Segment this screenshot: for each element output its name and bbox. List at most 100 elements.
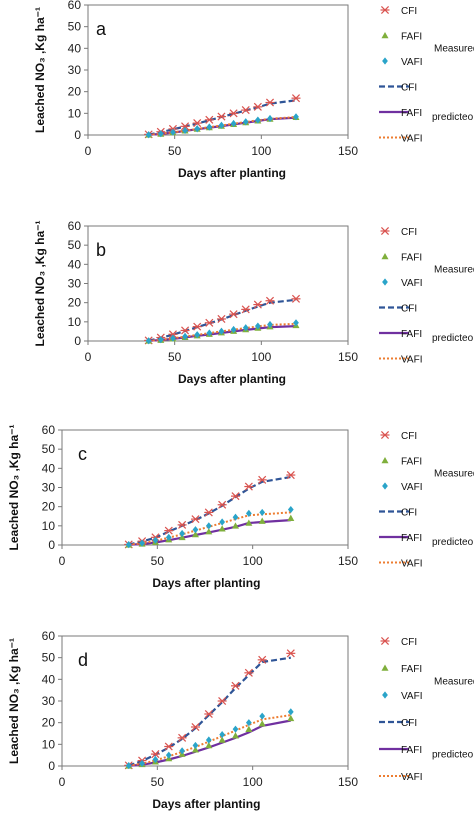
data-point-measured-cfi [286, 649, 296, 658]
data-point-measured-vafi [232, 513, 239, 521]
y-tick-label: 0 [48, 759, 55, 773]
y-tick-label: 10 [42, 737, 56, 751]
legend-label: FAFI [401, 108, 422, 119]
data-point-measured-cfi [192, 119, 202, 128]
data-point-measured-vafi [287, 505, 294, 514]
data-point-measured-vafi [170, 334, 176, 342]
legend-group-measured: Measured [434, 677, 474, 688]
series-line-predicted-cfi [148, 99, 297, 136]
data-point-measured-vafi [145, 131, 152, 139]
legend-label: CFI [401, 227, 417, 238]
data-point-measured-cfi [231, 492, 241, 501]
data-point-measured-cfi [229, 310, 239, 319]
legend-label: VAFI [401, 772, 422, 783]
legend-group-measured: Measured [434, 264, 474, 275]
legend-label: VAFI [401, 355, 422, 366]
data-point-measured-cfi [190, 515, 200, 524]
data-point-measured-cfi [291, 294, 301, 303]
chart-panel-a: 0 10 20 30 40 50 60 0 50 100 150 Days after plantin… [33, 0, 474, 180]
data-point-measured-cfi [257, 475, 267, 484]
panel-letter: c [78, 444, 87, 464]
y-tick-label: 60 [68, 0, 82, 12]
y-tick-label: 20 [42, 716, 56, 730]
chart-panel-c: 0 10 20 30 40 50 60 0 50 100 150 Days after plantin… [7, 423, 474, 590]
y-tick-label: 0 [74, 128, 81, 142]
data-point-measured-vafi [230, 119, 237, 128]
data-point-measured-vafi [152, 755, 159, 764]
series-line-predicted-cfi [128, 475, 291, 546]
legend-group-measured: Measured [434, 468, 474, 479]
legend-marker-fafi [381, 664, 389, 671]
y-axis-label: Leached NO₃ ,Kg ha⁻¹ [33, 7, 47, 133]
legend-label: FAFI [401, 32, 422, 43]
data-point-measured-fafi [258, 517, 266, 524]
data-point-measured-vafi [157, 130, 164, 138]
data-point-measured-vafi [194, 331, 201, 339]
y-tick-label: 40 [42, 672, 56, 686]
data-point-measured-vafi [219, 518, 226, 526]
x-tick-label: 0 [85, 144, 92, 158]
legend-label: FAFI [401, 253, 422, 264]
data-point-measured-cfi [265, 296, 275, 305]
data-point-measured-vafi [242, 118, 249, 126]
x-axis-label: Days after planting [178, 372, 286, 386]
legend-marker-vafi [382, 482, 388, 490]
data-point-measured-fafi [205, 528, 213, 535]
data-point-measured-cfi [168, 330, 178, 339]
data-point-measured-cfi [190, 722, 200, 732]
legend-panel-c: CFI FAFI VAFI CFI FAFI VAFI Measured predicteo [379, 430, 474, 570]
data-point-measured-vafi [206, 123, 213, 131]
data-point-measured-vafi [242, 324, 249, 332]
data-point-measured-cfi [286, 471, 296, 480]
data-point-measured-cfi [192, 322, 202, 331]
data-point-measured-cfi [265, 98, 275, 107]
data-point-measured-vafi [259, 508, 266, 517]
legend-marker-cfi [380, 636, 390, 646]
y-tick-label: 10 [42, 519, 56, 533]
data-point-measured-cfi [150, 750, 160, 759]
legend-group-predicted: predicteo [432, 333, 474, 344]
y-tick-label: 40 [42, 461, 56, 475]
x-tick-label: 0 [59, 775, 66, 789]
data-point-measured-vafi [192, 526, 199, 534]
x-tick-label: 150 [338, 554, 358, 568]
data-point-measured-fafi [287, 714, 295, 722]
legend-label: VAFI [401, 134, 422, 145]
data-point-measured-vafi [267, 114, 273, 123]
data-point-measured-fafi [245, 725, 253, 732]
data-point-measured-vafi [245, 719, 252, 727]
data-point-measured-vafi [182, 126, 188, 135]
y-tick-label: 30 [42, 481, 56, 495]
legend-marker-vafi [382, 691, 388, 699]
data-point-measured-vafi [293, 113, 299, 121]
data-point-measured-fafi [258, 720, 266, 727]
y-tick-label: 50 [42, 651, 56, 665]
data-point-measured-cfi [180, 326, 190, 335]
data-point-measured-vafi [267, 320, 273, 329]
x-tick-label: 100 [243, 775, 263, 789]
y-tick-label: 60 [42, 423, 56, 437]
legend-panel-a: CFI FAFI VAFI CFI FAFI VAFI Measured predicteo [379, 5, 474, 145]
legend-label: FAFI [401, 664, 422, 675]
legend-group-predicted: predicteo [432, 112, 474, 123]
data-point-measured-vafi [179, 529, 185, 538]
y-tick-label: 30 [68, 277, 82, 291]
data-point-measured-vafi [179, 747, 185, 755]
x-tick-label: 0 [85, 350, 92, 364]
y-tick-label: 10 [68, 315, 82, 329]
legend-marker-cfi [380, 5, 390, 15]
plot-frame [87, 4, 349, 136]
y-tick-label: 20 [42, 500, 56, 514]
y-tick-label: 0 [48, 538, 55, 552]
data-point-measured-cfi [229, 109, 239, 118]
x-tick-label: 100 [243, 554, 263, 568]
legend-marker-vafi [382, 57, 388, 65]
data-point-measured-vafi [152, 536, 159, 544]
legend-marker-cfi [380, 430, 390, 440]
data-point-measured-cfi [177, 733, 187, 742]
data-point-measured-vafi [125, 761, 132, 770]
series-line-predicted-vafi [128, 511, 291, 546]
y-tick-label: 60 [68, 219, 82, 233]
data-point-measured-vafi [125, 541, 132, 549]
plot-frame [87, 225, 349, 342]
